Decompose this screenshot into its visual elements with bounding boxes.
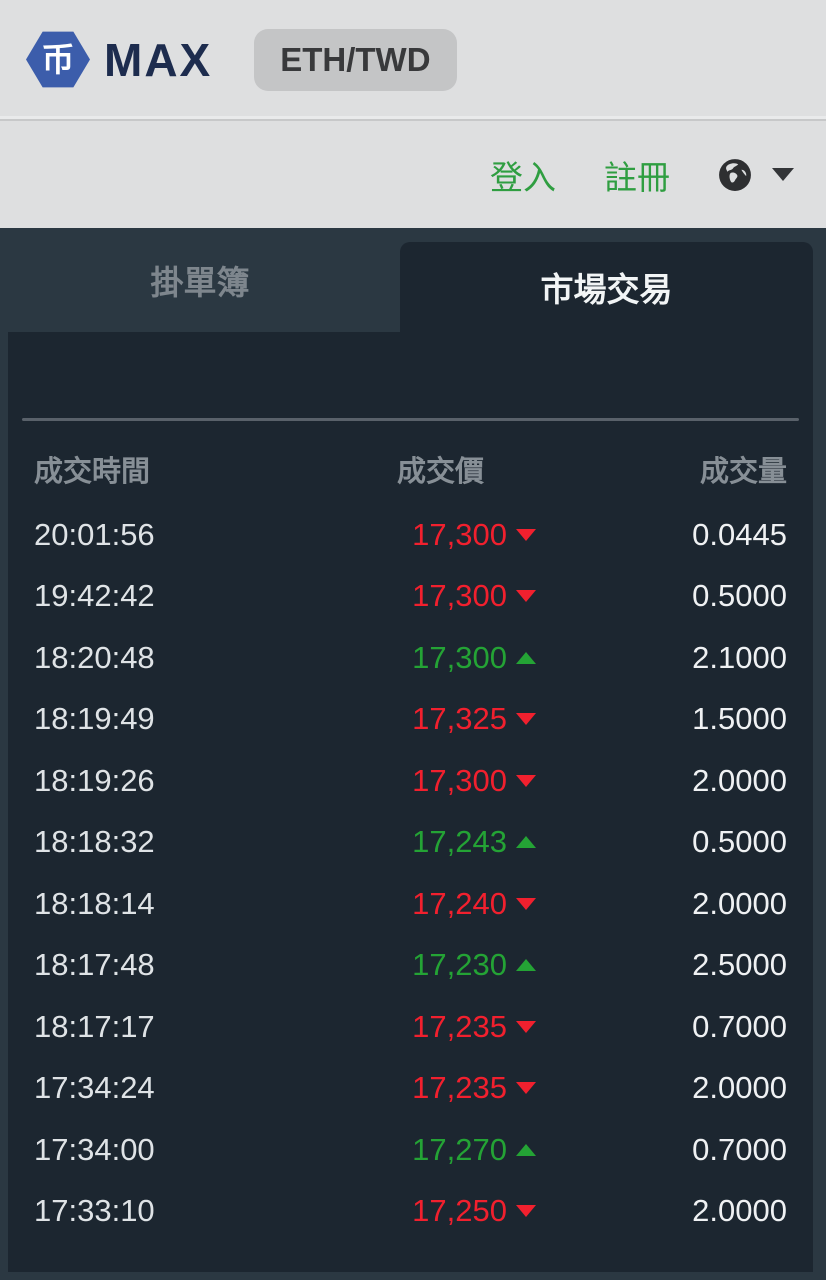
trade-price: 17,270 [285, 1132, 536, 1168]
table-header: 成交時間 成交價 成交量 [8, 421, 813, 490]
trade-price: 17,230 [285, 947, 536, 983]
trade-price: 17,235 [285, 1009, 536, 1045]
price-up-arrow-icon [516, 651, 536, 664]
price-down-arrow-icon [516, 774, 536, 787]
trade-volume: 2.1000 [692, 639, 787, 675]
chevron-down-icon [772, 168, 794, 181]
trade-row: 18:19:26 17,300 2.0000 [34, 750, 787, 812]
trade-price-value: 17,300 [412, 516, 507, 552]
trade-time: 18:19:49 [34, 701, 155, 737]
trade-time: 18:19:26 [34, 762, 155, 798]
header-trade-price: 成交價 [396, 456, 484, 488]
trade-volume: 0.7000 [692, 1008, 787, 1044]
trade-row: 18:17:17 17,235 0.7000 [34, 996, 787, 1058]
trade-volume: 2.0000 [692, 885, 787, 921]
trade-price: 17,240 [285, 886, 536, 922]
trade-price: 17,300 [285, 517, 536, 553]
register-link[interactable]: 註冊 [604, 158, 670, 196]
trade-price-value: 17,300 [412, 762, 507, 798]
trade-row: 18:17:48 17,230 2.5000 [34, 935, 787, 997]
divider [22, 418, 799, 421]
price-down-arrow-icon [516, 1082, 536, 1095]
trade-row: 18:18:14 17,240 2.0000 [34, 873, 787, 935]
brand-name: MAX [104, 33, 213, 86]
trade-price: 17,300 [285, 640, 536, 676]
trade-price-value: 17,235 [412, 1070, 507, 1106]
trade-time: 17:34:24 [34, 1070, 155, 1106]
trade-volume: 0.0445 [692, 516, 787, 552]
login-link[interactable]: 登入 [490, 158, 556, 196]
panel-spacer [8, 332, 813, 418]
trade-price-value: 17,270 [412, 1131, 507, 1167]
trade-price-value: 17,235 [412, 1008, 507, 1044]
trade-volume: 2.0000 [692, 1070, 787, 1106]
language-selector[interactable] [718, 158, 794, 192]
trades-panel: 成交時間 成交價 成交量 20:01:56 17,300 0.0445 19:42:4… [8, 332, 813, 1272]
trade-time: 18:17:48 [34, 947, 155, 983]
trade-row: 18:19:49 17,325 1.5000 [34, 689, 787, 751]
globe-icon [719, 158, 751, 191]
trade-volume: 0.5000 [692, 824, 787, 860]
trade-volume: 1.5000 [692, 701, 787, 737]
trade-price: 17,325 [285, 701, 536, 737]
trade-price: 17,235 [285, 1070, 536, 1106]
price-down-arrow-icon [516, 1020, 536, 1033]
trade-time: 17:34:00 [34, 1131, 155, 1167]
trade-row: 17:34:00 17,270 0.7000 [34, 1119, 787, 1181]
trade-time: 18:20:48 [34, 639, 155, 675]
trade-price-value: 17,300 [412, 639, 507, 675]
price-down-arrow-icon [516, 528, 536, 541]
trade-price-value: 17,250 [412, 1193, 507, 1229]
trade-row: 20:01:56 17,300 0.0445 [34, 504, 787, 566]
tab-market-trades[interactable]: 市場交易 [400, 242, 813, 332]
brand-row: 币 MAX ETH/TWD [0, 0, 826, 121]
max-logo-icon: 币 [26, 31, 90, 88]
trade-price-value: 17,240 [412, 885, 507, 921]
trade-row: 18:18:32 17,243 0.5000 [34, 812, 787, 874]
trade-time: 20:01:56 [34, 516, 155, 552]
trade-volume: 0.5000 [692, 578, 787, 614]
trade-row: 19:42:42 17,300 0.5000 [34, 566, 787, 628]
trade-price: 17,300 [285, 578, 536, 614]
trades-list: 20:01:56 17,300 0.0445 19:42:42 17,300 0.5000… [8, 490, 813, 1242]
tab-bar: 掛單簿 市場交易 [0, 228, 826, 332]
trade-time: 18:17:17 [34, 1008, 155, 1044]
tab-order-book[interactable]: 掛單簿 [150, 264, 250, 301]
trade-price-value: 17,300 [412, 578, 507, 614]
trade-price: 17,243 [285, 824, 536, 860]
price-down-arrow-icon [516, 1205, 536, 1218]
trade-volume: 2.0000 [692, 762, 787, 798]
trade-price-value: 17,325 [412, 701, 507, 737]
price-up-arrow-icon [516, 1143, 536, 1156]
max-logo-glyph: 币 [41, 41, 75, 78]
trade-row: 17:34:24 17,235 2.0000 [34, 1058, 787, 1120]
header-trade-time: 成交時間 [34, 456, 151, 488]
price-down-arrow-icon [516, 590, 536, 603]
trade-time: 18:18:14 [34, 885, 155, 921]
trade-row: 17:33:10 17,250 2.0000 [34, 1181, 787, 1243]
top-header: 币 MAX ETH/TWD 登入 註冊 [0, 0, 826, 228]
pair-badge[interactable]: ETH/TWD [254, 28, 457, 91]
price-down-arrow-icon [516, 897, 536, 910]
trade-price: 17,250 [285, 1193, 536, 1229]
trade-volume: 0.7000 [692, 1131, 787, 1167]
trade-time: 17:33:10 [34, 1193, 155, 1229]
header-trade-volume: 成交量 [699, 456, 787, 488]
trade-time: 19:42:42 [34, 578, 155, 614]
price-up-arrow-icon [516, 959, 536, 972]
trade-volume: 2.0000 [692, 1193, 787, 1229]
market-section: 掛單簿 市場交易 成交時間 成交價 成交量 20:01:56 17,300 0.04… [0, 228, 826, 1280]
brand-logo[interactable]: 币 MAX [26, 31, 212, 89]
trade-time: 18:18:32 [34, 824, 155, 860]
trade-row: 18:20:48 17,300 2.1000 [34, 627, 787, 689]
trade-price-value: 17,230 [412, 947, 507, 983]
trade-price-value: 17,243 [412, 824, 507, 860]
trade-price: 17,300 [285, 763, 536, 799]
auth-row: 登入 註冊 [0, 121, 826, 228]
trade-volume: 2.5000 [692, 947, 787, 983]
price-up-arrow-icon [516, 836, 536, 849]
price-down-arrow-icon [516, 713, 536, 726]
